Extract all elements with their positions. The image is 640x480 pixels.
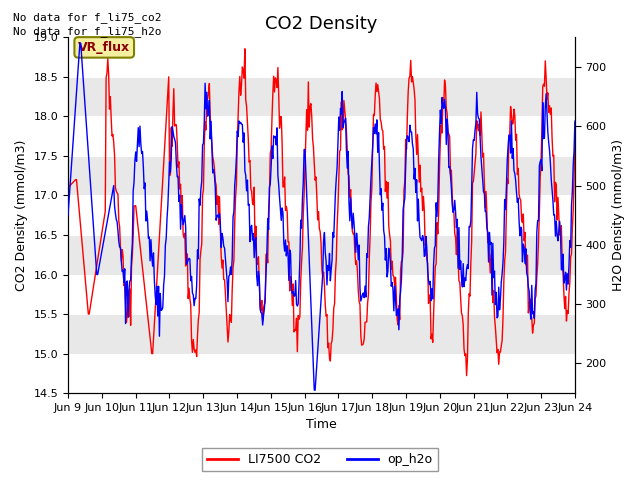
Bar (68, 77, 575, 116)
Bar (68, 116, 575, 156)
Y-axis label: CO2 Density (mmol/m3): CO2 Density (mmol/m3) (15, 140, 28, 291)
X-axis label: Time: Time (306, 419, 337, 432)
Bar (68, 235, 575, 275)
Bar (68, 156, 575, 195)
Bar (68, 275, 575, 314)
Bar (68, 195, 575, 235)
Y-axis label: H2O Density (mmol/m3): H2O Density (mmol/m3) (612, 139, 625, 291)
Bar (68, 37, 575, 77)
Legend: LI7500 CO2, op_h2o: LI7500 CO2, op_h2o (202, 448, 438, 471)
Bar (68, 354, 575, 393)
Title: CO2 Density: CO2 Density (265, 15, 378, 33)
Bar (68, 314, 575, 354)
Text: VR_flux: VR_flux (78, 41, 131, 54)
Text: No data for f_li75_co2: No data for f_li75_co2 (13, 12, 161, 23)
Text: No data for f_li75_h2o: No data for f_li75_h2o (13, 26, 161, 37)
